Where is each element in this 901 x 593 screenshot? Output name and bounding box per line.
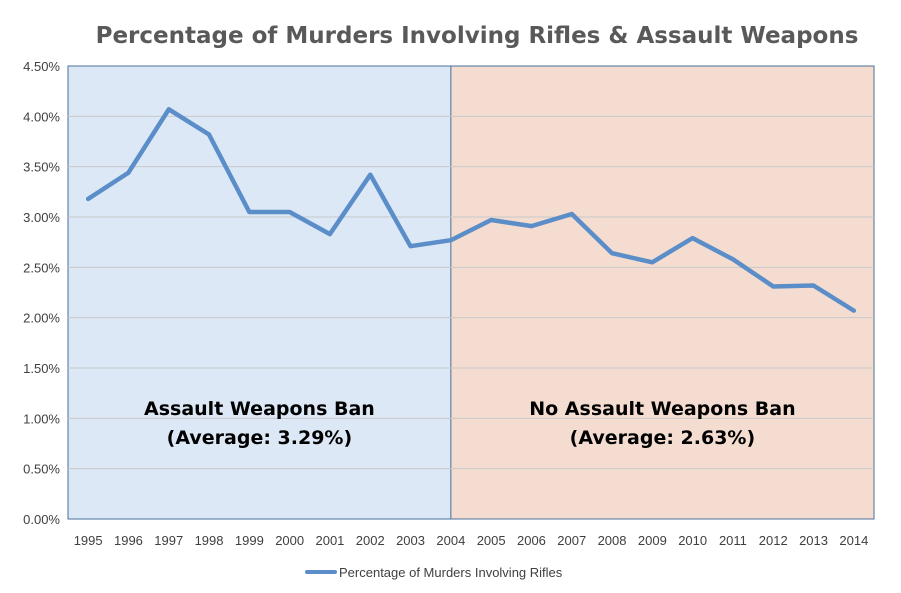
y-tick-label: 1.00% bbox=[23, 411, 60, 426]
data-point bbox=[650, 260, 655, 265]
region-1-label: Assault Weapons Ban bbox=[144, 398, 375, 420]
x-tick-label: 2007 bbox=[557, 533, 586, 548]
data-point bbox=[448, 238, 453, 243]
x-tick-label: 2001 bbox=[315, 533, 344, 548]
data-point bbox=[287, 209, 292, 214]
data-point bbox=[529, 224, 534, 229]
y-tick-label: 2.50% bbox=[23, 260, 60, 275]
data-point bbox=[166, 107, 171, 112]
x-tick-label: 2013 bbox=[799, 533, 828, 548]
y-tick-label: 4.00% bbox=[23, 109, 60, 124]
legend: Percentage of Murders Involving Rifles bbox=[305, 565, 563, 580]
y-tick-label: 2.00% bbox=[23, 311, 60, 326]
x-tick-label: 1995 bbox=[74, 533, 103, 548]
data-point bbox=[247, 209, 252, 214]
gridlines bbox=[68, 115, 874, 470]
x-tick-label: 2010 bbox=[678, 533, 707, 548]
region-1-average: (Average: 3.29%) bbox=[167, 427, 352, 449]
data-point bbox=[690, 236, 695, 241]
x-tick-label: 2008 bbox=[598, 533, 627, 548]
y-tick-label: 1.50% bbox=[23, 361, 60, 376]
y-tick-label: 3.00% bbox=[23, 210, 60, 225]
data-point bbox=[811, 283, 816, 288]
x-tick-label: 2006 bbox=[517, 533, 546, 548]
data-point bbox=[126, 170, 131, 175]
x-tick-label: 2003 bbox=[396, 533, 425, 548]
x-tick-label: 2002 bbox=[356, 533, 385, 548]
y-tick-label: 4.50% bbox=[23, 59, 60, 74]
x-tick-label: 2012 bbox=[759, 533, 788, 548]
series-line bbox=[85, 107, 857, 313]
data-point bbox=[569, 211, 574, 216]
x-tick-label: 2014 bbox=[839, 533, 868, 548]
x-tick-label: 1999 bbox=[235, 533, 264, 548]
region-2-label: No Assault Weapons Ban bbox=[529, 398, 795, 420]
x-tick-label: 1996 bbox=[114, 533, 143, 548]
x-tick-label: 2004 bbox=[436, 533, 465, 548]
y-tick-label: 0.00% bbox=[23, 512, 60, 527]
data-point bbox=[86, 196, 91, 201]
x-tick-label: 2009 bbox=[638, 533, 667, 548]
x-tick-label: 2000 bbox=[275, 533, 304, 548]
x-axis-ticks: 1995 1996 1997 1998 1999 2000 2001 2002 2003 2004… bbox=[74, 533, 869, 548]
region-2-average: (Average: 2.63%) bbox=[570, 427, 755, 449]
region-1-background bbox=[68, 66, 451, 519]
y-axis-ticks: 0.00% 0.50% 1.00% 1.50% 2.00% 2.50% 3.00% 3.50%… bbox=[23, 59, 60, 527]
data-point bbox=[730, 257, 735, 262]
y-tick-label: 3.50% bbox=[23, 160, 60, 175]
region-labels: Assault Weapons Ban (Average: 3.29%) No As… bbox=[144, 398, 796, 449]
y-tick-label: 0.50% bbox=[23, 462, 60, 477]
background-regions bbox=[67, 65, 875, 520]
data-point bbox=[408, 244, 413, 249]
data-point bbox=[610, 251, 615, 256]
region-2-background bbox=[450, 66, 874, 519]
data-point bbox=[489, 218, 494, 223]
x-tick-label: 2005 bbox=[477, 533, 506, 548]
plot-border bbox=[67, 65, 875, 520]
data-point bbox=[771, 284, 776, 289]
data-point bbox=[327, 232, 332, 237]
x-tick-label: 1997 bbox=[154, 533, 183, 548]
chart-title: Percentage of Murders Involving Rifles &… bbox=[96, 23, 859, 49]
data-point bbox=[368, 172, 373, 177]
series-lines bbox=[85, 107, 857, 313]
data-point bbox=[851, 308, 856, 313]
x-tick-label: 1998 bbox=[195, 533, 224, 548]
legend-label: Percentage of Murders Involving Rifles bbox=[339, 565, 563, 580]
x-tick-label: 2011 bbox=[719, 533, 747, 548]
data-point bbox=[207, 132, 212, 137]
